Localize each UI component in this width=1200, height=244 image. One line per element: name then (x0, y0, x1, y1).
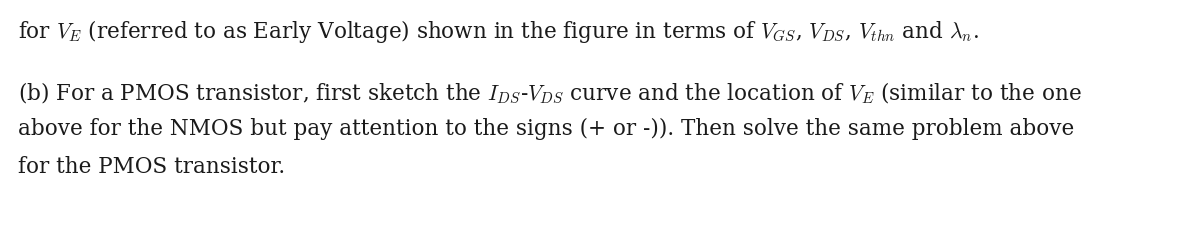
Text: above for the NMOS but pay attention to the signs (+ or -)). Then solve the same: above for the NMOS but pay attention to … (18, 118, 1074, 140)
Text: for the PMOS transistor.: for the PMOS transistor. (18, 156, 286, 178)
Text: for $V_E$ (referred to as Early Voltage) shown in the figure in terms of $V_{GS}: for $V_E$ (referred to as Early Voltage)… (18, 18, 979, 45)
Text: (b) For a PMOS transistor, first sketch the $I_{DS}$-$V_{DS}$ curve and the loca: (b) For a PMOS transistor, first sketch … (18, 80, 1081, 105)
